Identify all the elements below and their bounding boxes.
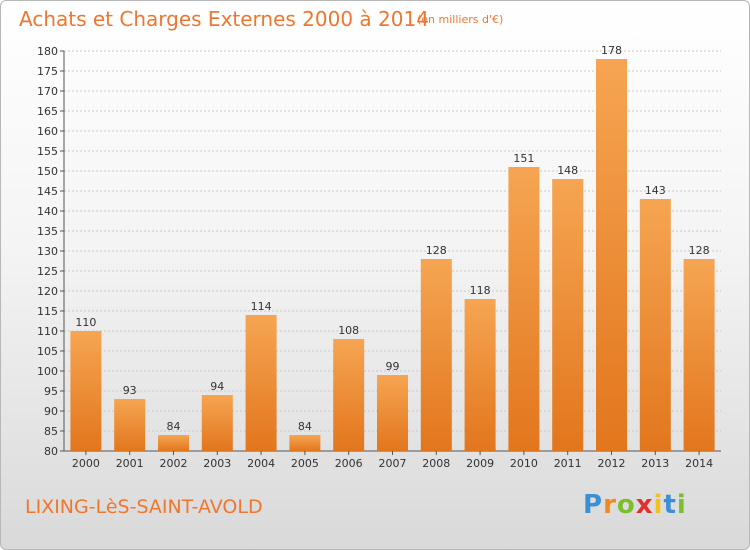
chart-subtitle: (en milliers d'€) xyxy=(417,13,504,26)
y-tick-label: 150 xyxy=(37,165,58,178)
logo-letter: P xyxy=(583,490,604,520)
bar-2007 xyxy=(377,375,408,451)
bar-2013 xyxy=(639,199,671,451)
bar-2012 xyxy=(596,59,627,451)
value-label: 108 xyxy=(338,324,359,337)
logo-letter: i xyxy=(676,490,687,520)
y-tick-label: 100 xyxy=(37,365,58,378)
y-tick-label: 175 xyxy=(37,65,58,78)
x-tick-label: 2003 xyxy=(203,457,231,470)
value-label: 110 xyxy=(75,316,96,329)
bar-2004 xyxy=(245,315,277,451)
value-labels: 110 93 84 94 114 84 108 99 128 118 151 148 178 143 128 xyxy=(75,44,709,433)
bar-2011 xyxy=(552,179,584,451)
value-label: 143 xyxy=(645,184,666,197)
y-tick-label: 115 xyxy=(37,305,58,318)
value-label: 94 xyxy=(210,380,224,393)
bar-2008 xyxy=(420,259,452,451)
x-tick-label: 2002 xyxy=(160,457,188,470)
x-tick-label: 2012 xyxy=(598,457,626,470)
value-label: 148 xyxy=(557,164,578,177)
y-tick-label: 130 xyxy=(37,245,58,258)
chart-title: Achats et Charges Externes 2000 à 2014 xyxy=(19,7,429,31)
logo-letter: o xyxy=(616,490,636,520)
x-tick-label: 2007 xyxy=(379,457,407,470)
x-tick-label: 2006 xyxy=(335,457,363,470)
y-tick-label: 125 xyxy=(37,265,58,278)
bar-2002 xyxy=(158,435,189,451)
x-tick-label: 2010 xyxy=(510,457,538,470)
value-label: 84 xyxy=(167,420,181,433)
y-tick-label: 105 xyxy=(37,345,58,358)
x-tick-label: 2001 xyxy=(116,457,144,470)
y-tick-label: 85 xyxy=(44,425,58,438)
x-tick-label: 2009 xyxy=(466,457,494,470)
bar-2005 xyxy=(289,435,321,451)
bar-2014 xyxy=(683,259,715,451)
value-label: 93 xyxy=(123,384,137,397)
y-tick-label: 95 xyxy=(44,385,58,398)
value-label: 114 xyxy=(251,300,272,313)
bar-2000 xyxy=(70,331,102,451)
y-tick-label: 140 xyxy=(37,205,58,218)
bar-2006 xyxy=(333,339,365,451)
value-label: 151 xyxy=(513,152,534,165)
bar-chart: 110 93 84 94 114 84 108 99 128 118 151 148 178 143 128… xyxy=(37,44,721,470)
y-tick-label: 135 xyxy=(37,225,58,238)
bars xyxy=(70,59,715,451)
value-label: 84 xyxy=(298,420,312,433)
value-label: 178 xyxy=(601,44,622,57)
x-tick-label: 2013 xyxy=(641,457,669,470)
y-tick-label: 155 xyxy=(37,145,58,158)
x-tick-label: 2008 xyxy=(422,457,450,470)
bar-2003 xyxy=(201,395,233,451)
y-tick-label: 90 xyxy=(44,405,58,418)
bar-2009 xyxy=(464,299,496,451)
proxiti-logo[interactable]: Proxiti xyxy=(583,490,687,520)
value-label: 118 xyxy=(470,284,491,297)
x-tick-labels: 2000 2001 2002 2003 2004 2005 2006 2007 2008 2009… xyxy=(72,451,713,470)
value-label: 128 xyxy=(426,244,447,257)
y-tick-label: 80 xyxy=(44,445,58,458)
value-label: 128 xyxy=(689,244,710,257)
logo-letter: r xyxy=(603,490,617,520)
y-tick-label: 170 xyxy=(37,85,58,98)
logo-letter: t xyxy=(663,490,677,520)
y-tick-label: 160 xyxy=(37,125,58,138)
x-tick-label: 2004 xyxy=(247,457,275,470)
y-tick-labels: 80 85 90 95 100 105 110 115 120 125 130 135 140 145 15… xyxy=(37,45,58,458)
bar-2001 xyxy=(114,399,146,451)
y-tick-label: 180 xyxy=(37,45,58,58)
y-tick-label: 165 xyxy=(37,105,58,118)
x-tick-label: 2000 xyxy=(72,457,100,470)
town-name: LIXING-LèS-SAINT-AVOLD xyxy=(25,496,263,518)
bar-2010 xyxy=(508,167,540,451)
logo-letter: i xyxy=(653,490,664,520)
logo-letter: x xyxy=(635,490,654,520)
x-tick-label: 2014 xyxy=(685,457,713,470)
x-tick-label: 2005 xyxy=(291,457,319,470)
value-label: 99 xyxy=(386,360,400,373)
y-tick-label: 120 xyxy=(37,285,58,298)
y-tick-label: 145 xyxy=(37,185,58,198)
x-tick-label: 2011 xyxy=(554,457,582,470)
y-tick-label: 110 xyxy=(37,325,58,338)
